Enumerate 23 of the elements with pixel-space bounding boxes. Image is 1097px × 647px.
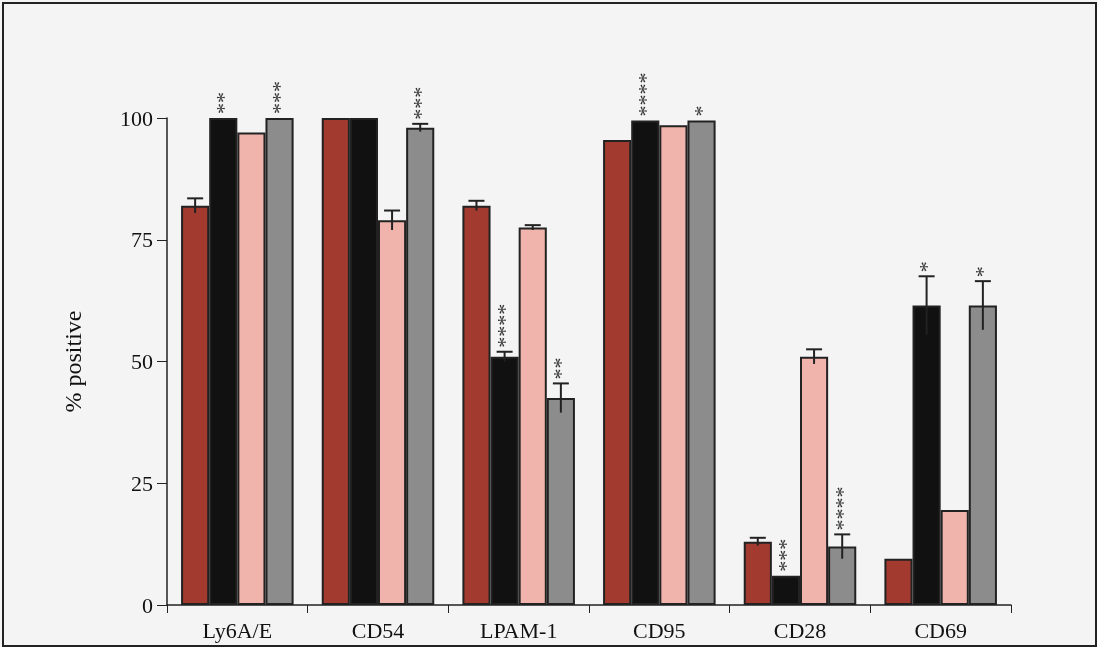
y-tick-label: 25 xyxy=(131,470,153,496)
y-tick-label: 75 xyxy=(131,227,153,253)
data-label: ** xyxy=(548,357,574,380)
data-label: *** xyxy=(267,81,293,114)
data-label: * xyxy=(970,266,996,278)
data-label: * xyxy=(914,261,940,273)
y-tick-label: 50 xyxy=(131,349,153,374)
x-tick-label: Ly6A/E xyxy=(202,617,273,643)
data-label: **** xyxy=(829,486,855,531)
y-tick-label: 0 xyxy=(142,592,153,618)
x-tick-label: CD69 xyxy=(914,617,967,643)
data-label: *** xyxy=(773,538,799,572)
y-axis-title: % positive xyxy=(60,310,86,413)
data-label: * xyxy=(689,105,715,117)
x-tick-label: LPAM-1 xyxy=(479,617,558,643)
x-tick-label: CD28 xyxy=(773,617,827,643)
data-label: **** xyxy=(492,303,518,348)
data-label: **** xyxy=(632,72,658,117)
x-tick-label: CD54 xyxy=(351,617,405,643)
y-tick-label: 100 xyxy=(120,105,153,131)
data-label: ** xyxy=(210,92,236,114)
x-tick-label: CD95 xyxy=(633,617,686,643)
data-label: *** xyxy=(407,86,433,120)
